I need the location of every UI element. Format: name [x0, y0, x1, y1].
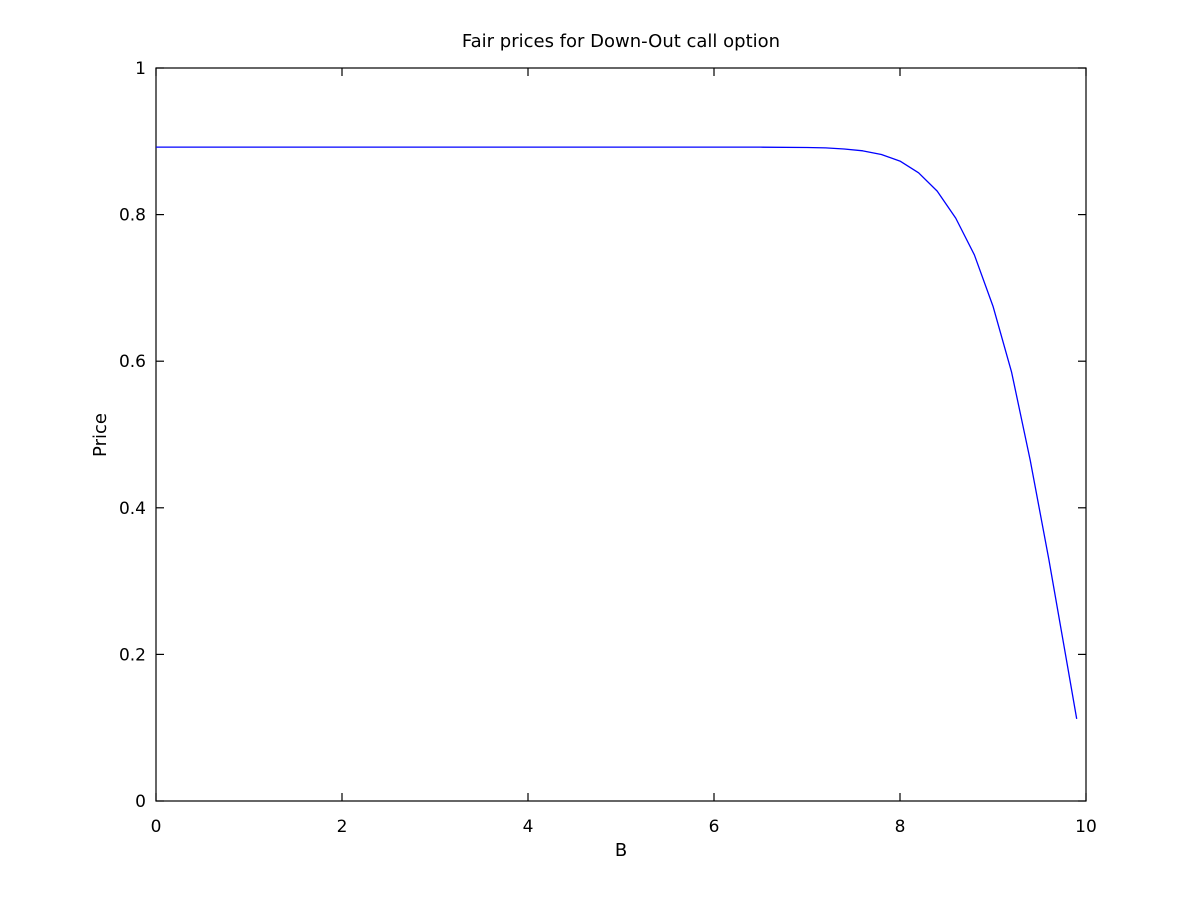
plot-frame	[155, 67, 1087, 802]
y-tick-label: 0	[135, 792, 146, 812]
y-tick-label: 0.8	[119, 206, 146, 226]
y-axis-title: Price	[90, 413, 111, 457]
x-tick-label: 2	[337, 817, 348, 837]
x-axis-title: B	[615, 840, 627, 861]
x-tick-label: 6	[709, 817, 720, 837]
y-tick-label: 0.4	[119, 499, 146, 519]
chart-title: Fair prices for Down-Out call option	[462, 31, 780, 52]
series-layer	[156, 146, 1078, 720]
x-tick-label: 0	[151, 817, 162, 837]
x-axis-ticks: 0 2 4 6 8 10	[151, 68, 1097, 837]
series-line-0	[156, 146, 1078, 720]
y-tick-label: 1	[135, 59, 146, 79]
y-axis-ticks: 0 0.2 0.4 0.6 0.8 1	[119, 59, 1086, 812]
y-tick-label: 0.6	[119, 352, 146, 372]
x-tick-label: 10	[1075, 817, 1097, 837]
y-tick-label: 0.2	[119, 645, 146, 665]
x-tick-label: 8	[895, 817, 906, 837]
plot-border	[155, 67, 1087, 802]
x-tick-label: 4	[523, 817, 534, 837]
